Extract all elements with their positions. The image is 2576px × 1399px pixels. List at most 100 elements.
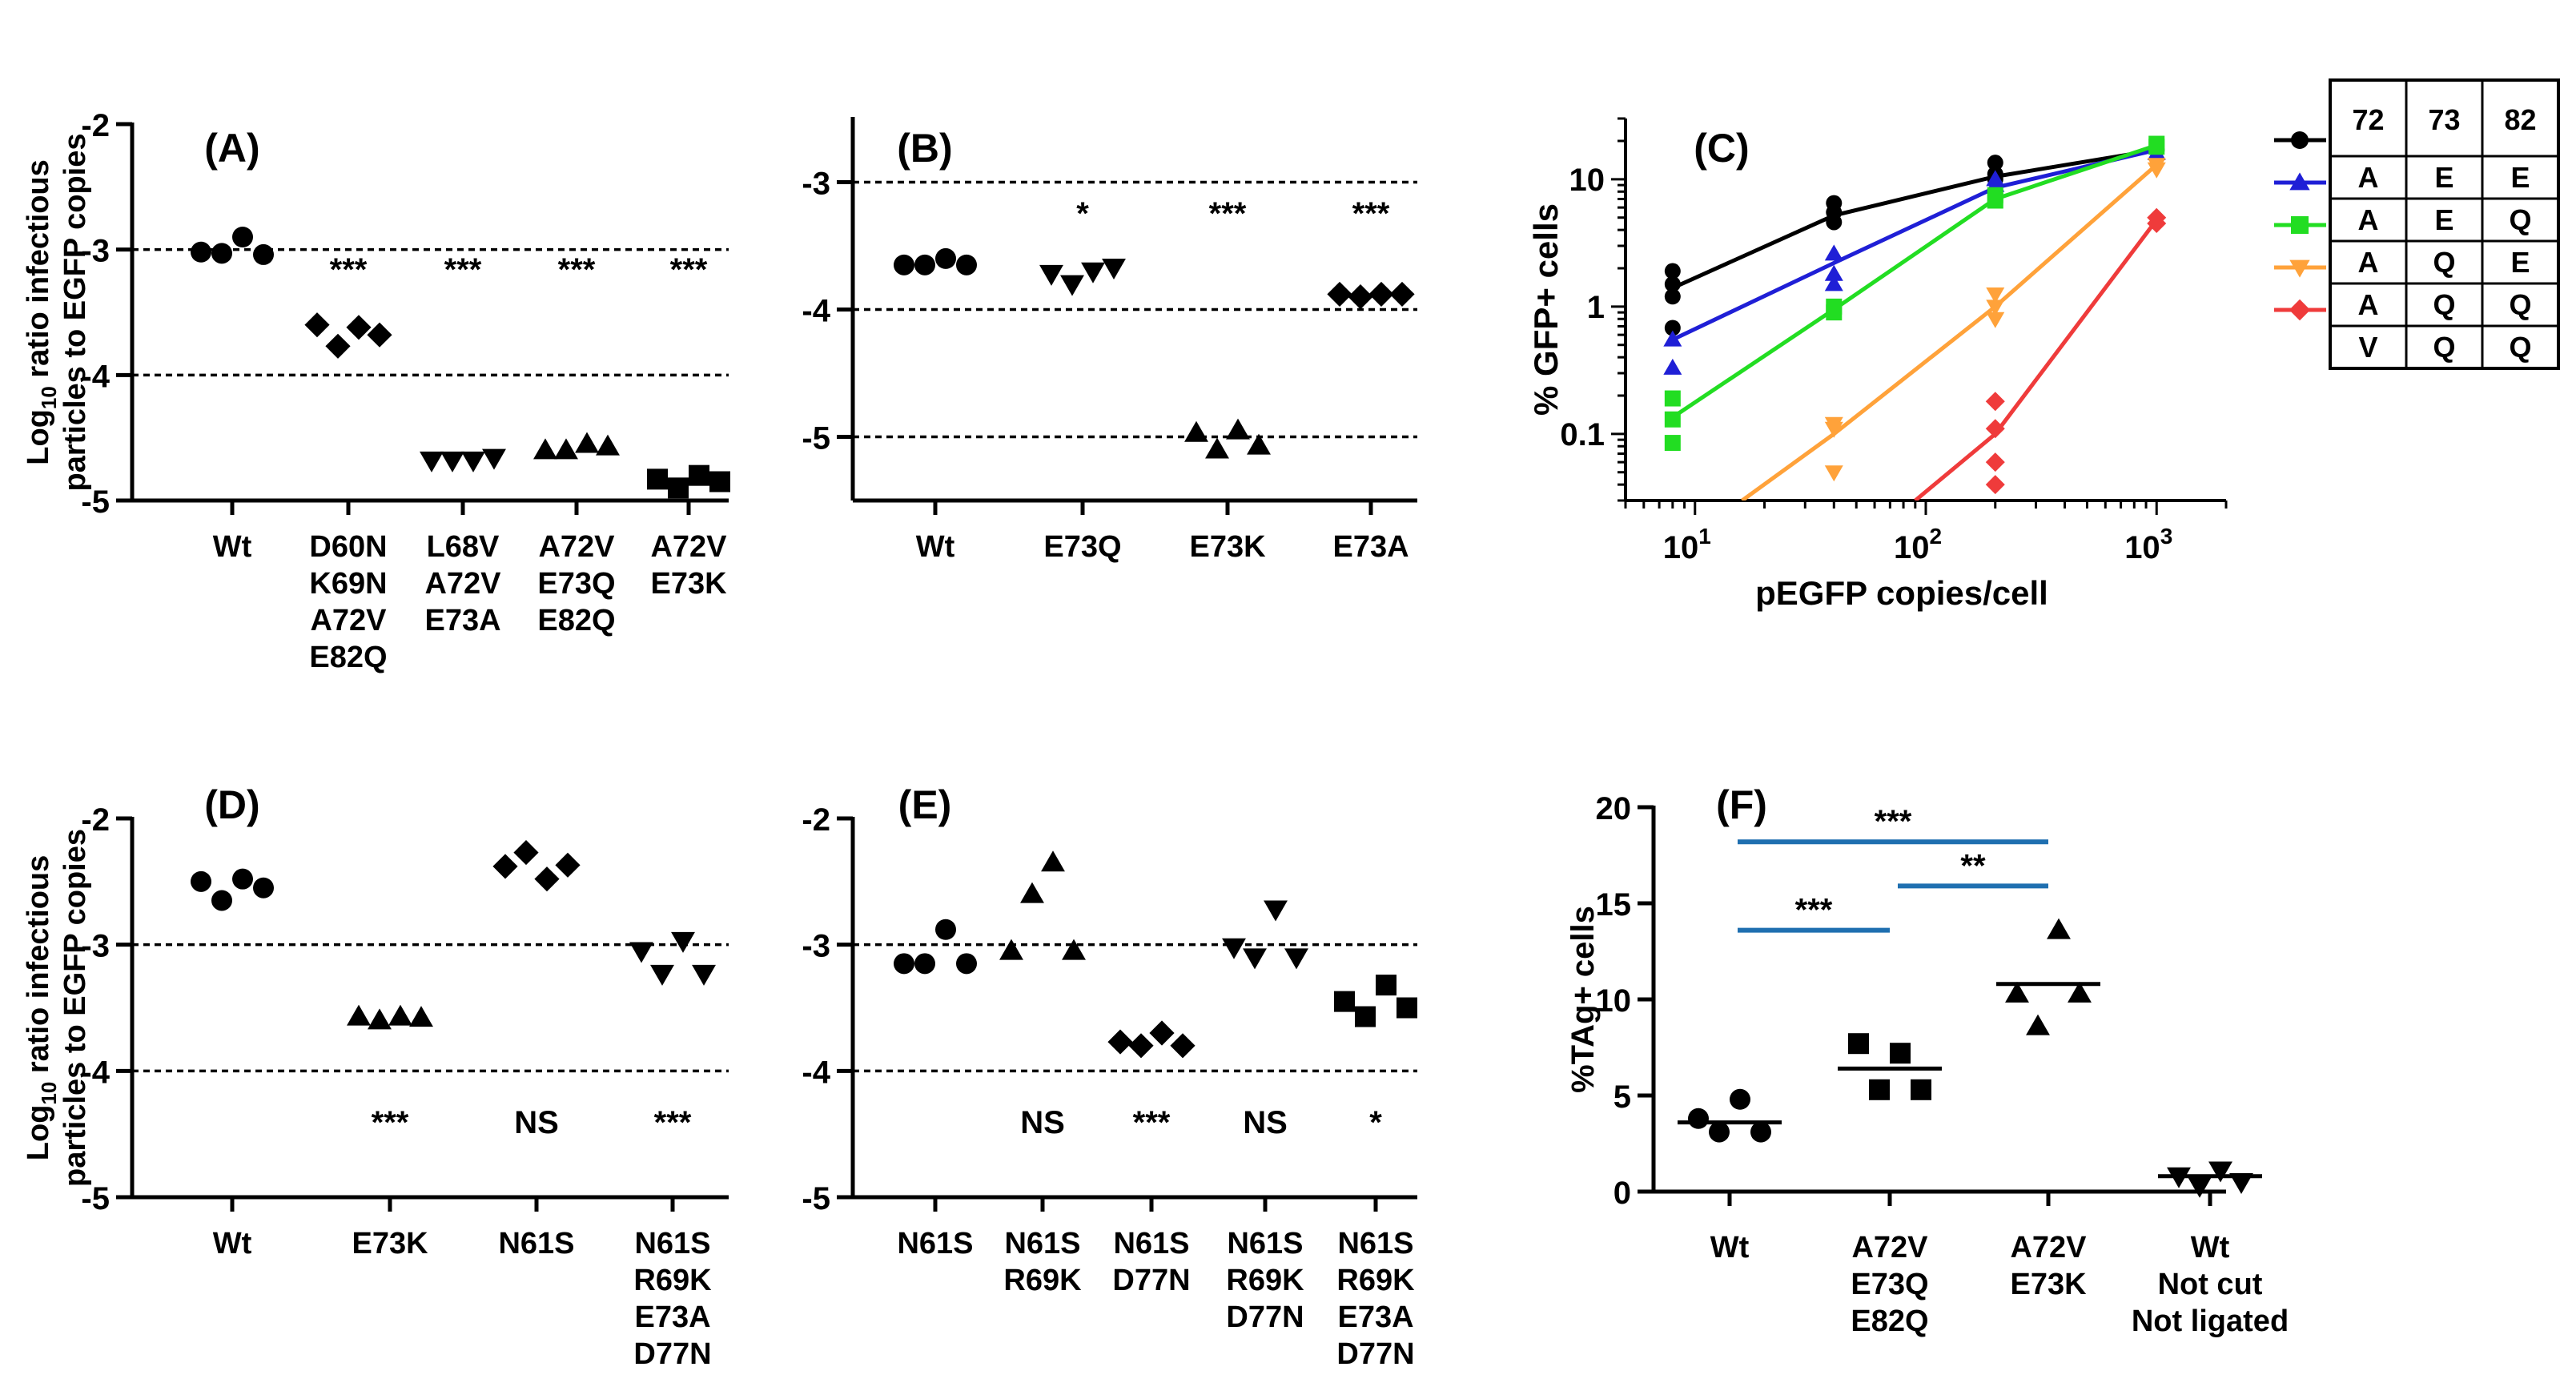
data-point: [461, 451, 485, 472]
legend-table-cell: E: [2434, 161, 2453, 194]
x-category-label: E73Q: [537, 567, 615, 601]
x-tick-base: 10: [2124, 530, 2160, 565]
legend-table-cell: Q: [2509, 288, 2531, 321]
x-category-label: Wt: [1710, 1231, 1750, 1264]
y-axis-label-text: %TAg+ cells: [1565, 906, 1601, 1093]
panel-label: (B): [897, 126, 952, 171]
data-point: [2147, 162, 2166, 179]
legend-table-cell: Q: [2433, 246, 2455, 279]
legend-table-cell: E: [2510, 246, 2530, 279]
data-point: [629, 942, 653, 963]
data-point: [2147, 214, 2167, 234]
series: [1914, 207, 2167, 501]
data-point: [554, 438, 578, 460]
x-category-label: E73A: [634, 1301, 710, 1334]
data-point: [1170, 1033, 1196, 1059]
data-point: [1334, 991, 1355, 1012]
data-point: [2047, 918, 2071, 939]
legend-table-cell: V: [2358, 331, 2377, 364]
legend-table-border: [2329, 78, 2560, 370]
x-category-label: E73A: [424, 604, 500, 637]
data-point: [1107, 1029, 1133, 1055]
y-tick-label: -5: [81, 484, 110, 520]
y-axis-label-line1: Log10 ratio infectious: [22, 159, 61, 464]
data-point: [1205, 437, 1229, 459]
fit-line: [1914, 219, 2159, 501]
data-point: [368, 1008, 392, 1030]
data-point: [2026, 1014, 2050, 1035]
x-category-label: E73A: [1332, 530, 1409, 564]
x-category-label: E73K: [1189, 530, 1266, 564]
x-category-label: E73A: [1337, 1301, 1413, 1334]
data-point: [191, 870, 211, 892]
data-point: [2188, 1176, 2212, 1198]
y-tick-label: 5: [1614, 1079, 1631, 1115]
fit-line: [1741, 163, 2158, 501]
ylabel-text: ratio infectious: [22, 855, 55, 1082]
data-point: [999, 939, 1023, 960]
bracket-label: **: [1960, 848, 1986, 883]
x-category-label: N61S: [1004, 1227, 1080, 1260]
data-point: [1226, 418, 1250, 440]
y-axis-label: Log10 ratio infectious particles to EGFP …: [22, 133, 92, 491]
data-point: [2068, 981, 2092, 1003]
panel-0: (A)-2-3-4-5Wt***D60NK69NA72VE82Q***L68VA…: [22, 108, 730, 674]
legend-table-cell: Q: [2509, 331, 2531, 364]
panel-label: (C): [1694, 126, 1749, 171]
y-tick-label: -5: [802, 421, 830, 456]
legend-marker: [2291, 131, 2309, 149]
data-point: [1389, 281, 1415, 308]
x-tick-base: 10: [1894, 530, 1930, 565]
y-tick-label: 10: [1596, 983, 1632, 1019]
x-category-label: Wt: [2191, 1231, 2230, 1264]
data-point: [325, 333, 351, 359]
data-point: [1848, 1033, 1869, 1055]
data-point: [1081, 262, 1105, 283]
data-point: [1824, 275, 1843, 291]
data-point: [1663, 358, 1682, 375]
data-point: [956, 254, 977, 275]
series: [1741, 158, 2166, 501]
data-point: [1062, 939, 1086, 960]
data-point: [1149, 1020, 1175, 1046]
y-tick-label: -5: [802, 1181, 830, 1216]
y-tick-label: -3: [802, 929, 830, 964]
significance-label: NS: [514, 1105, 559, 1140]
x-category-label: A72V: [538, 530, 615, 564]
data-point: [1284, 948, 1308, 970]
x-category-label: E82Q: [1851, 1305, 1928, 1338]
data-point: [1750, 1121, 1771, 1143]
significance-label: ***: [444, 252, 482, 287]
data-point: [596, 434, 620, 456]
x-category-label: A72V: [310, 604, 387, 637]
x-category-label: N61S: [634, 1227, 710, 1260]
data-point: [935, 919, 956, 940]
data-point: [1985, 419, 2005, 439]
data-point: [935, 247, 956, 269]
legend-table-cell: E: [2434, 203, 2453, 236]
y-tick-label: -2: [81, 802, 110, 838]
x-axis-label: pEGFP copies/cell: [1755, 574, 2048, 612]
data-point: [1869, 1079, 1890, 1100]
data-point: [1986, 287, 2005, 304]
x-category-label: R69K: [1003, 1264, 1082, 1297]
y-tick-label: 0.1: [1560, 417, 1605, 452]
data-point: [409, 1006, 433, 1027]
x-category-label: A72V: [424, 567, 501, 601]
data-point: [1709, 1121, 1730, 1143]
data-point: [534, 866, 560, 892]
legend-table-header: 73: [2428, 103, 2460, 136]
significance-label: NS: [1020, 1105, 1065, 1140]
data-point: [440, 451, 464, 472]
significance-label: ***: [1352, 196, 1390, 231]
y-tick-label: -4: [81, 1055, 110, 1090]
data-point: [1824, 421, 1843, 438]
x-category-label: D77N: [1336, 1337, 1414, 1371]
data-point: [1039, 264, 1063, 286]
data-point: [1985, 475, 2005, 495]
data-point: [894, 254, 914, 275]
data-point: [513, 839, 539, 866]
data-point: [1688, 1108, 1709, 1129]
data-point: [347, 1004, 371, 1026]
